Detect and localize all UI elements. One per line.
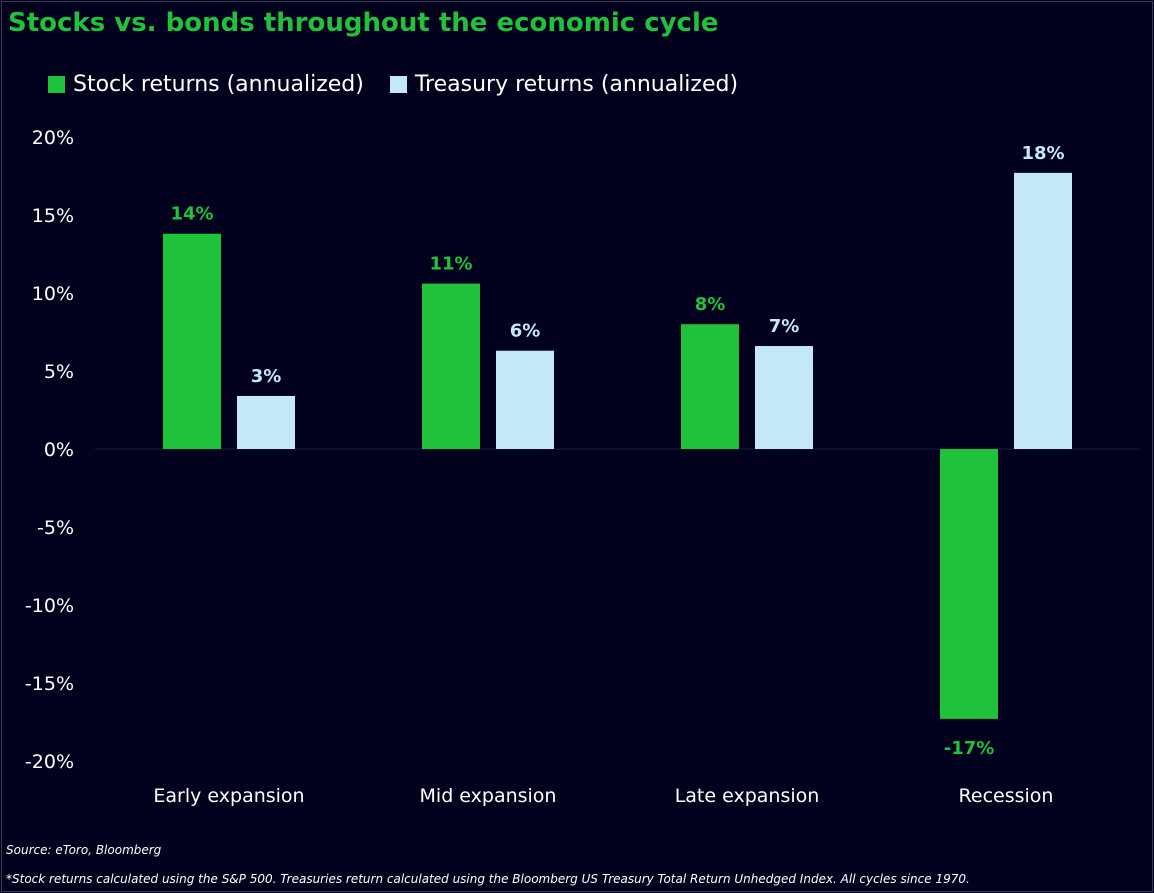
legend-swatch-treasury bbox=[389, 76, 407, 93]
bar-treasury bbox=[237, 395, 295, 449]
bar-treasury bbox=[755, 346, 813, 449]
category-label: Early expansion bbox=[153, 785, 304, 807]
legend-label-stock: Stock returns (annualized) bbox=[73, 72, 364, 97]
data-label: 8% bbox=[695, 294, 726, 315]
category-label: Mid expansion bbox=[420, 785, 557, 807]
bar-treasury bbox=[496, 350, 554, 449]
footnote: *Stock returns calculated using the S&P … bbox=[6, 872, 970, 886]
legend-label-treasury: Treasury returns (annualized) bbox=[414, 72, 739, 97]
y-tick-label: 0% bbox=[44, 439, 74, 461]
source-note: Source: eToro, Bloomberg bbox=[6, 843, 162, 857]
y-tick-label: -20% bbox=[25, 751, 74, 773]
category-label: Recession bbox=[959, 785, 1054, 807]
bar-stock bbox=[163, 233, 221, 449]
data-label: 6% bbox=[510, 321, 541, 342]
y-tick-label: -15% bbox=[25, 673, 74, 695]
chart-title: Stocks vs. bonds throughout the economic… bbox=[8, 8, 719, 38]
y-tick-label: -5% bbox=[37, 517, 74, 539]
y-tick-label: 20% bbox=[32, 127, 74, 149]
bar-stock bbox=[940, 449, 998, 719]
y-tick-label: 10% bbox=[32, 283, 74, 305]
category-label: Late expansion bbox=[675, 785, 820, 807]
bar-treasury bbox=[1014, 172, 1072, 449]
legend-swatch-stock bbox=[48, 76, 65, 93]
data-label: 18% bbox=[1021, 143, 1064, 164]
data-label: 14% bbox=[170, 204, 213, 225]
legend: Stock returns (annualized) Treasury retu… bbox=[48, 72, 764, 97]
data-label: -17% bbox=[944, 738, 995, 759]
data-label: 3% bbox=[251, 366, 282, 387]
data-label: 7% bbox=[769, 316, 800, 337]
y-tick-label: 5% bbox=[44, 361, 74, 383]
y-tick-label: -10% bbox=[25, 595, 74, 617]
data-label: 11% bbox=[429, 254, 472, 275]
bar-stock bbox=[681, 324, 739, 449]
y-tick-label: 15% bbox=[32, 205, 74, 227]
bar-stock bbox=[422, 283, 480, 449]
legend-item-treasury: Treasury returns (annualized) bbox=[389, 72, 739, 97]
legend-item-stock: Stock returns (annualized) bbox=[48, 72, 364, 97]
